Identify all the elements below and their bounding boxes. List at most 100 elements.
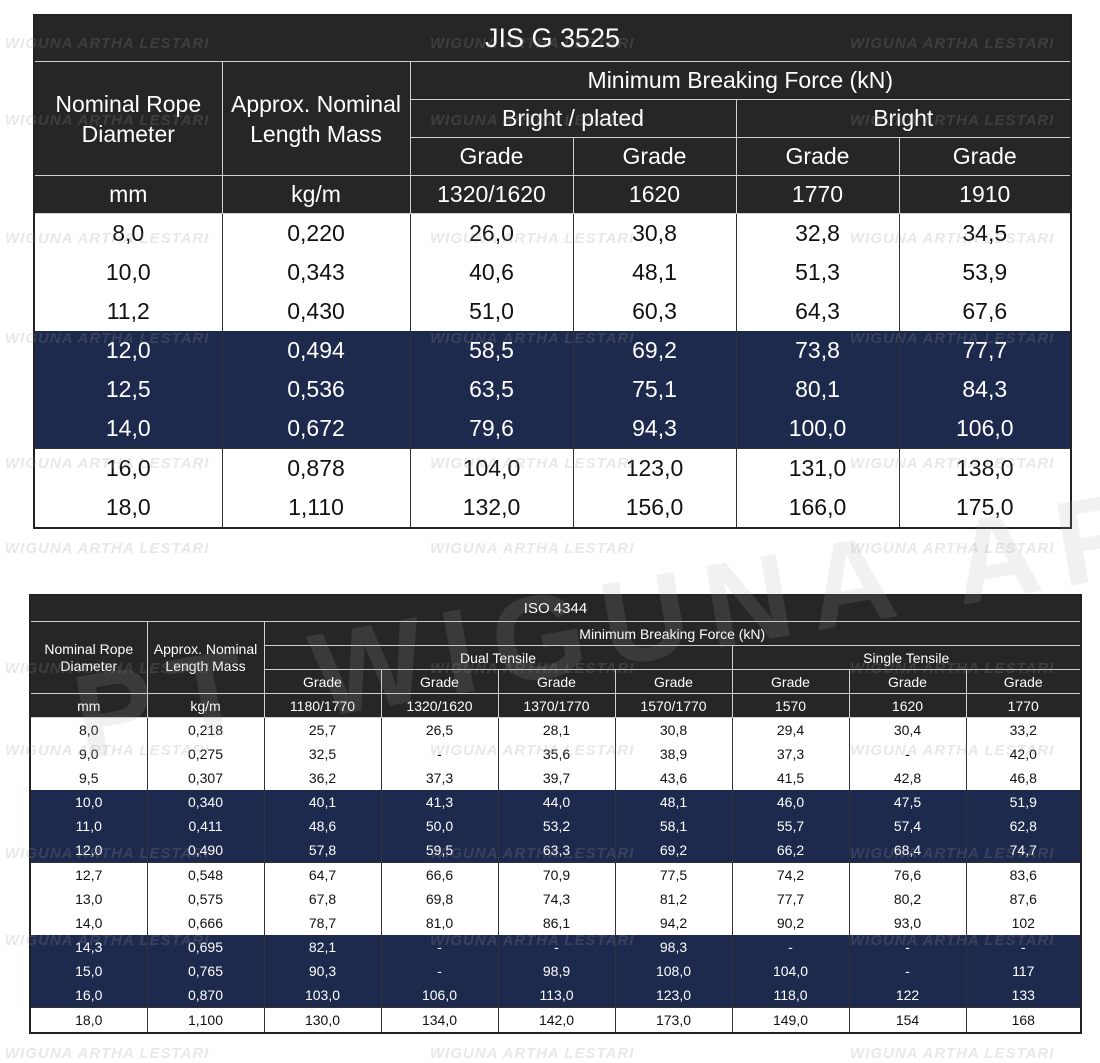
cell-breaking-force: 173,0 xyxy=(614,1007,733,1033)
grade-value: 1570 xyxy=(731,693,850,718)
cell-breaking-force: 40,1 xyxy=(263,790,382,814)
grade-value: 1370/1770 xyxy=(497,693,616,718)
cell-diameter: 12,5 xyxy=(33,370,223,409)
cell-breaking-force: 156,0 xyxy=(572,488,737,528)
cell-mass: 0,275 xyxy=(146,742,265,766)
table-row: 9,5 0,307 36,2 37,3 39,7 43,6 41,5 42,8 46,8 xyxy=(29,766,1082,790)
table-row: 16,0 0,870 103,0 106,0 113,0 123,0 118,0 122 133 xyxy=(29,983,1082,1008)
cell-mass: 0,536 xyxy=(221,370,411,409)
cell-breaking-force: 76,6 xyxy=(848,862,967,887)
grade-value: 1320/1620 xyxy=(380,693,499,718)
cell-breaking-force: - xyxy=(965,935,1082,959)
cell-diameter: 16,0 xyxy=(29,983,148,1008)
unit-diameter: mm xyxy=(33,175,223,214)
unit-mass: kg/m xyxy=(221,175,411,214)
table-row: 11,2 0,430 51,0 60,3 64,3 67,6 xyxy=(33,292,1072,331)
cell-breaking-force: 166,0 xyxy=(735,488,900,528)
cell-breaking-force: 48,1 xyxy=(614,790,733,814)
cell-breaking-force: 168 xyxy=(965,1007,1082,1033)
cell-breaking-force: 70,9 xyxy=(497,862,616,887)
grade-value: 1620 xyxy=(572,175,737,214)
cell-breaking-force: 48,6 xyxy=(263,814,382,838)
cell-breaking-force: 122 xyxy=(848,983,967,1008)
table-row: 14,3 0,695 82,1- -98,3- - - xyxy=(29,935,1082,959)
cell-breaking-force: 132,0 xyxy=(409,488,574,528)
cell-breaking-force: 75,1 xyxy=(572,370,737,409)
cell-diameter: 12,0 xyxy=(33,331,223,370)
table-row: 15,0 0,765 90,3-98,9 108,0 104,0-117 xyxy=(29,959,1082,983)
cell-mass: 0,672 xyxy=(221,409,411,449)
cell-mass: 1,100 xyxy=(146,1007,265,1033)
grade-label: Grade xyxy=(263,669,382,694)
grade-label: Grade xyxy=(409,137,574,176)
cell-breaking-force: 42,0 xyxy=(965,742,1082,766)
grade-label: Grade xyxy=(965,669,1082,694)
cell-diameter: 14,0 xyxy=(29,911,148,935)
grade-value: 1320/1620 xyxy=(409,175,574,214)
cell-breaking-force: 29,4 xyxy=(731,717,850,742)
cell-breaking-force: 131,0 xyxy=(735,448,900,488)
jis-g3525-table: JIS G 3525 Nominal Rope Diameter Approx.… xyxy=(33,14,1073,529)
header-approx-mass: Approx. Nominal Length Mass xyxy=(221,61,411,176)
grade-label: Grade xyxy=(735,137,900,176)
cell-breaking-force: 26,0 xyxy=(409,213,574,253)
unit-diameter: mm xyxy=(29,693,148,718)
watermark-text: WIGUNA ARTHA LESTARI xyxy=(5,540,210,557)
table-row: 14,0 0,672 79,6 94,3 100,0 106,0 xyxy=(33,409,1072,449)
cell-breaking-force: 51,9 xyxy=(965,790,1082,814)
cell-diameter: 15,0 xyxy=(29,959,148,983)
cell-breaking-force: 118,0 xyxy=(731,983,850,1008)
watermark-text: WIGUNA ARTHA LESTARI xyxy=(850,540,1055,557)
cell-breaking-force: 74,3 xyxy=(497,887,616,911)
cell-breaking-force: 33,2 xyxy=(965,717,1082,742)
iso-4344-table: ISO 4344 Nominal Rope Diameter Approx. N… xyxy=(29,594,1082,1034)
grade-label: Grade xyxy=(497,669,616,694)
cell-breaking-force: 30,4 xyxy=(848,717,967,742)
table-row: 12,7 0,548 64,7 66,6 70,9 77,5 74,2 76,6 83,6 xyxy=(29,862,1082,887)
cell-breaking-force: 134,0 xyxy=(380,1007,499,1033)
cell-breaking-force: 84,3 xyxy=(898,370,1072,409)
cell-breaking-force: 123,0 xyxy=(572,448,737,488)
cell-breaking-force: 93,0 xyxy=(848,911,967,935)
cell-mass: 0,220 xyxy=(221,213,411,253)
header-group-bright: Bright xyxy=(735,99,1072,138)
cell-breaking-force: 79,6 xyxy=(409,409,574,449)
table-row: 16,0 0,878 104,0 123,0 131,0 138,0 xyxy=(33,448,1072,488)
header-group-dual-tensile: Dual Tensile xyxy=(263,645,733,670)
cell-breaking-force: 30,8 xyxy=(614,717,733,742)
cell-breaking-force: 113,0 xyxy=(497,983,616,1008)
cell-breaking-force: 123,0 xyxy=(614,983,733,1008)
cell-breaking-force: 74,2 xyxy=(731,862,850,887)
cell-breaking-force: 73,8 xyxy=(735,331,900,370)
cell-breaking-force: 175,0 xyxy=(898,488,1072,528)
cell-breaking-force: 149,0 xyxy=(731,1007,850,1033)
cell-breaking-force: 41,3 xyxy=(380,790,499,814)
cell-mass: 0,666 xyxy=(146,911,265,935)
cell-mass: 0,494 xyxy=(221,331,411,370)
watermark-text: WIGUNA ARTHA LESTARI xyxy=(430,540,635,557)
cell-breaking-force: 82,1 xyxy=(263,935,382,959)
cell-breaking-force: 138,0 xyxy=(898,448,1072,488)
table-row: 10,0 0,340 40,1 41,3 44,0 48,1 46,0 47,5 51,9 xyxy=(29,790,1082,814)
header-group-single-tensile: Single Tensile xyxy=(731,645,1082,670)
cell-diameter: 10,0 xyxy=(29,790,148,814)
cell-breaking-force: 38,9 xyxy=(614,742,733,766)
cell-breaking-force: 69,2 xyxy=(572,331,737,370)
cell-breaking-force: 64,3 xyxy=(735,292,900,331)
cell-breaking-force: - xyxy=(848,742,967,766)
cell-breaking-force: 86,1 xyxy=(497,911,616,935)
cell-breaking-force: 26,5 xyxy=(380,717,499,742)
cell-breaking-force: 62,8 xyxy=(965,814,1082,838)
cell-breaking-force: 80,1 xyxy=(735,370,900,409)
cell-breaking-force: 47,5 xyxy=(848,790,967,814)
cell-breaking-force: 77,7 xyxy=(731,887,850,911)
table-row: 18,0 1,110 132,0 156,0 166,0 175,0 xyxy=(33,488,1072,528)
cell-breaking-force: 59,5 xyxy=(380,838,499,863)
cell-breaking-force: 32,5 xyxy=(263,742,382,766)
cell-breaking-force: 83,6 xyxy=(965,862,1082,887)
table-row: 12,0 0,490 57,8 59,5 63,3 69,2 66,2 68,4 74,7 xyxy=(29,838,1082,863)
cell-breaking-force: 100,0 xyxy=(735,409,900,449)
grade-label: Grade xyxy=(380,669,499,694)
cell-breaking-force: 66,2 xyxy=(731,838,850,863)
cell-mass: 0,307 xyxy=(146,766,265,790)
